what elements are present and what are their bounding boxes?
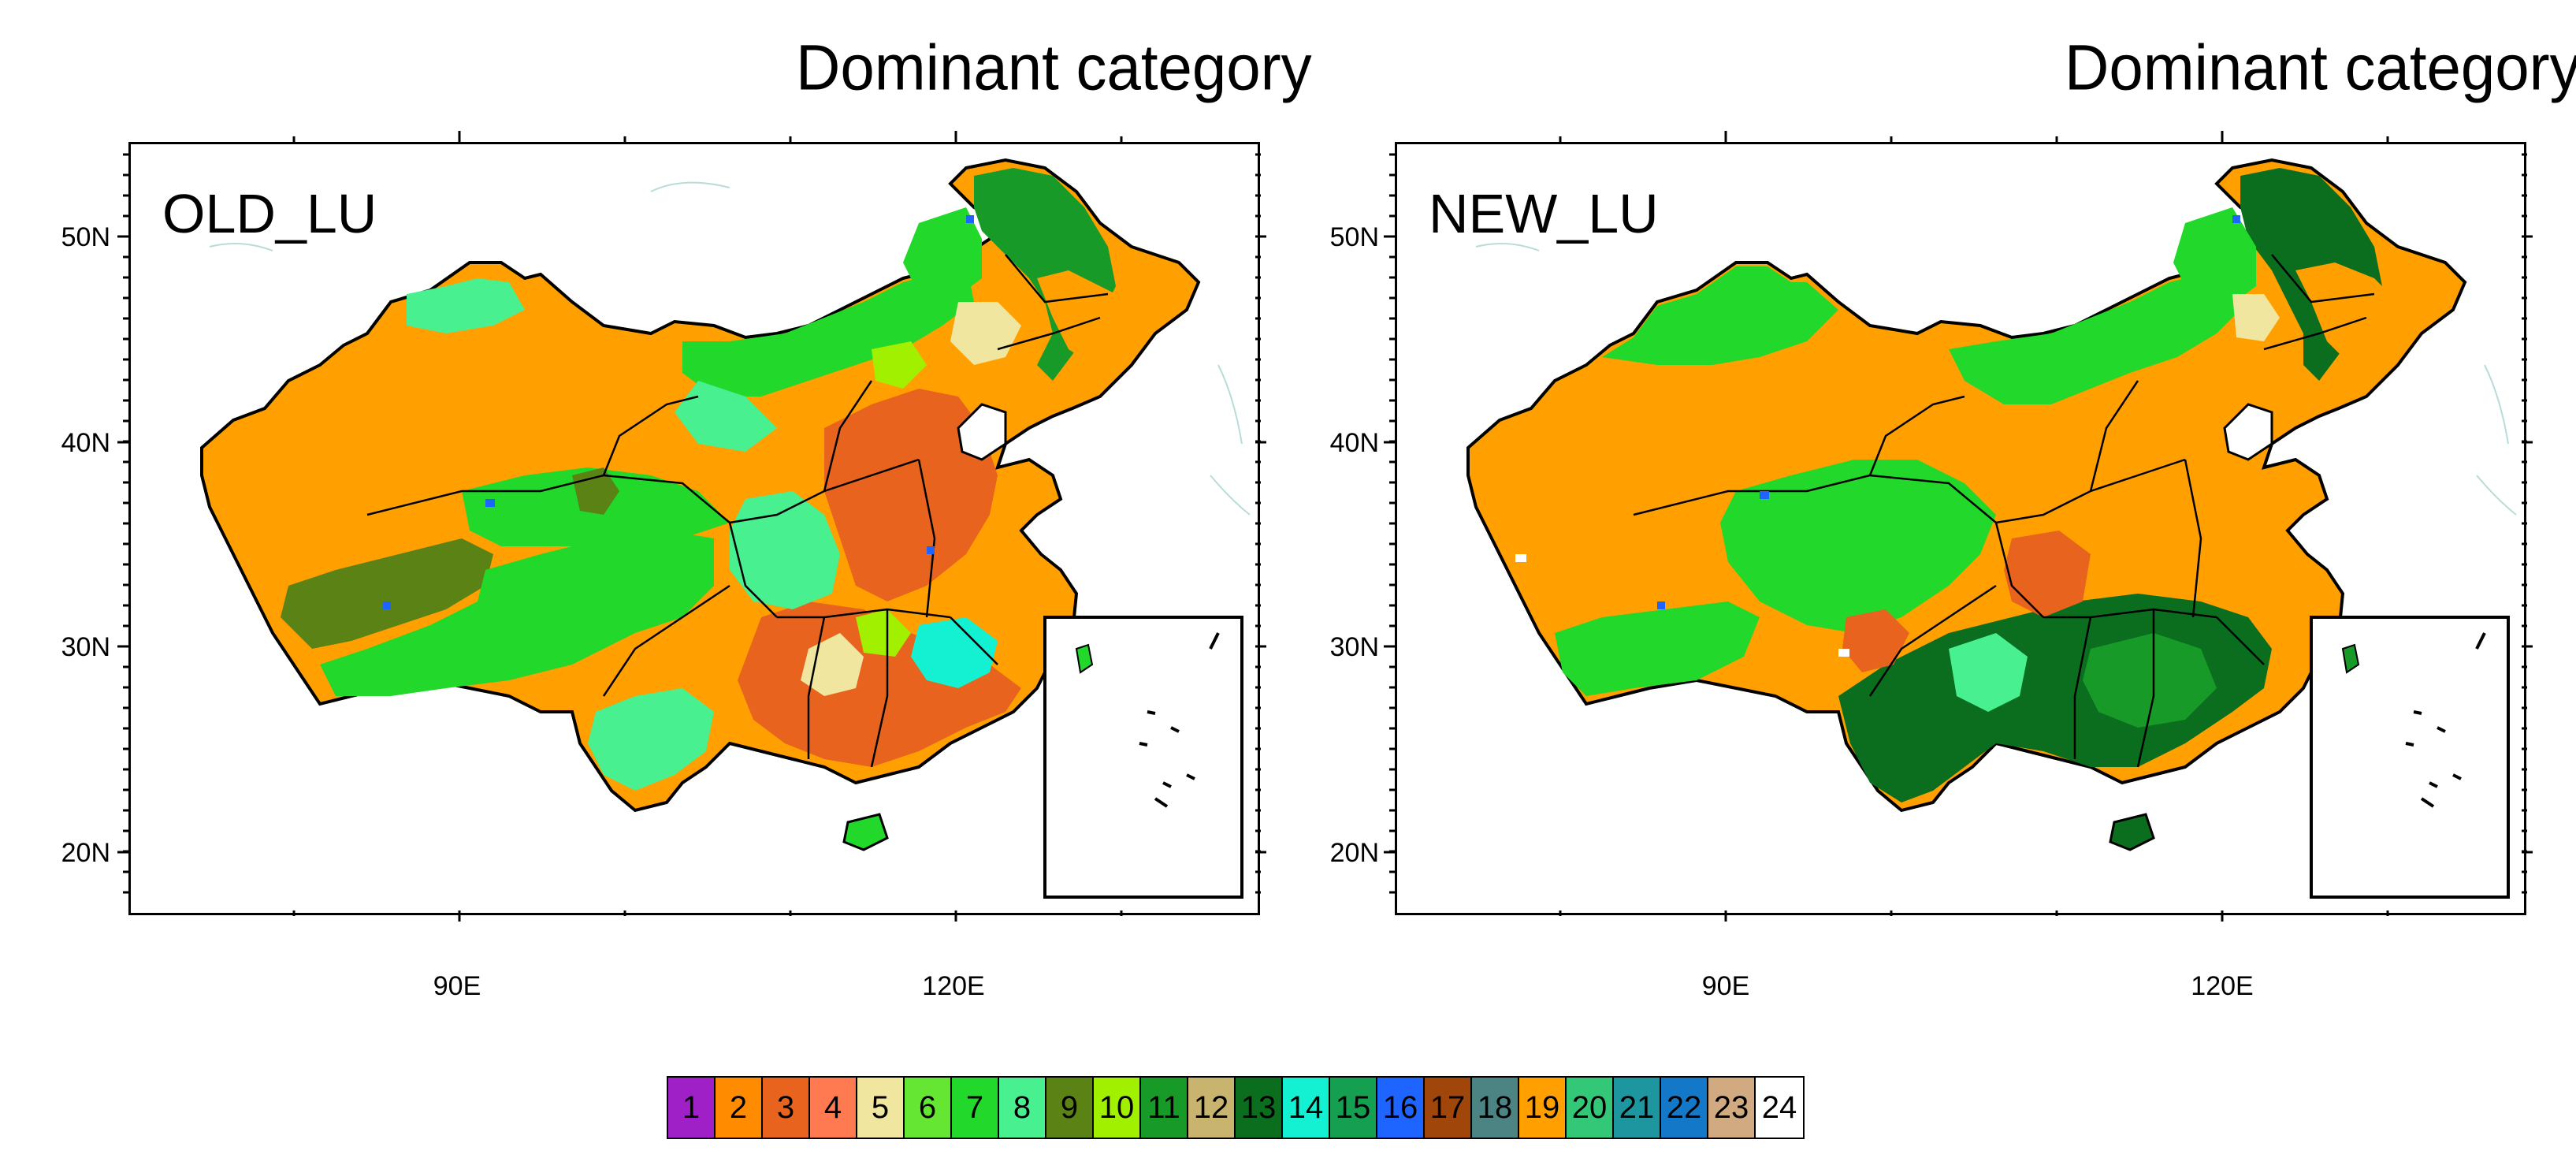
- right-inset-taiwan: [2341, 643, 2360, 674]
- left-lon-120e: 120E: [922, 971, 985, 1001]
- left-central-lightgreen: [730, 491, 840, 609]
- left-northeast-green: [903, 207, 982, 302]
- right-panel-title: Dominant category: [2065, 30, 2576, 104]
- left-map-frame: OLD_LU: [128, 142, 1260, 915]
- left-lat-40n: 40N: [61, 428, 110, 458]
- left-northeast-orange: [1037, 270, 1147, 365]
- right-lon-90e: 90E: [1701, 971, 1750, 1001]
- right-water-dot-1: [1760, 491, 1769, 499]
- legend-swatch-19: 19: [1519, 1078, 1567, 1138]
- left-province-lines: [366, 254, 1109, 768]
- category-colorbar: 1 2 3 4 5 6 7 8 9 10 11 12 13 14 15 16 17 18 19 20 21 22 23 24: [667, 1076, 1805, 1139]
- right-east-orange: [2091, 397, 2264, 586]
- right-panel-label: NEW_LU: [1429, 183, 1659, 244]
- legend-swatch-21: 21: [1614, 1078, 1661, 1138]
- left-inset-islands: [1139, 632, 1220, 808]
- legend-swatch-22: 22: [1661, 1078, 1708, 1138]
- right-hainan: [2109, 813, 2155, 851]
- right-tibet-green: [1555, 601, 1760, 696]
- right-northeast-orange: [2295, 263, 2406, 365]
- legend-swatch-8: 8: [999, 1078, 1046, 1138]
- right-coast-hint-japan: [2476, 364, 2517, 516]
- right-inset-islands: [2405, 632, 2486, 808]
- right-central-darkorange: [2004, 531, 2091, 617]
- right-lat-30n: 30N: [1329, 632, 1379, 662]
- legend-swatch-13: 13: [1236, 1078, 1283, 1138]
- right-map-frame: NEW_LU: [1395, 142, 2526, 915]
- left-southeast-cyan: [911, 617, 998, 688]
- right-map: [1466, 158, 2517, 899]
- left-inner-mongolia: [682, 263, 974, 397]
- left-panel-label: OLD_LU: [162, 183, 377, 244]
- legend-swatch-15: 15: [1330, 1078, 1377, 1138]
- legend-swatch-3: 3: [763, 1078, 810, 1138]
- left-coast-hint-west: [209, 243, 273, 251]
- left-northeast-tan: [950, 302, 1021, 365]
- right-lat-50n: 50N: [1329, 222, 1379, 252]
- left-tibet-olive: [281, 538, 493, 649]
- left-yunnan-lightgreen: [588, 688, 714, 791]
- left-map: [200, 158, 1251, 899]
- left-mongolia-lightgreen: [675, 381, 777, 452]
- right-northwest-green: [1602, 266, 1838, 365]
- right-lat-40n: 40N: [1329, 428, 1379, 458]
- right-tan-patch: [2232, 294, 2280, 341]
- legend-swatch-20: 20: [1567, 1078, 1614, 1138]
- legend-swatch-11: 11: [1141, 1078, 1188, 1138]
- right-lat-20n: 20N: [1329, 838, 1379, 868]
- left-tibet-green: [320, 531, 714, 696]
- left-lat-50n: 50N: [61, 222, 110, 252]
- legend-swatch-24: 24: [1756, 1078, 1803, 1138]
- legend-swatch-10: 10: [1094, 1078, 1141, 1138]
- legend-swatch-12: 12: [1188, 1078, 1236, 1138]
- left-coast-hint-northwest: [650, 181, 730, 192]
- right-inner-mongolia: [1949, 263, 2248, 404]
- left-lime-patch-north: [872, 341, 927, 389]
- right-qinghai-green: [1720, 460, 1996, 633]
- right-northeast-green: [2173, 207, 2256, 310]
- legend-swatch-23: 23: [1708, 1078, 1756, 1138]
- right-south-lightgreen: [1949, 633, 2028, 712]
- legend-swatch-18: 18: [1472, 1078, 1519, 1138]
- right-southwest-darkorange: [1842, 609, 1909, 672]
- left-water-dot-4: [966, 215, 974, 223]
- legend-swatch-7: 7: [952, 1078, 999, 1138]
- left-hainan: [842, 813, 889, 851]
- right-bohai-sea: [2223, 403, 2273, 461]
- legend-swatch-6: 6: [905, 1078, 952, 1138]
- right-south-forest: [2083, 633, 2217, 728]
- left-bohai-sea: [957, 403, 1007, 461]
- right-water-dot-2: [1657, 601, 1665, 609]
- left-inset-frame: [1043, 616, 1243, 899]
- right-lon-120e: 120E: [2191, 971, 2254, 1001]
- right-water-dot-3: [2232, 215, 2240, 223]
- legend-swatch-16: 16: [1377, 1078, 1425, 1138]
- left-panel-title: Dominant category: [796, 30, 1312, 104]
- left-northwest-lightgreen: [407, 278, 525, 333]
- left-east-darkorange: [824, 389, 998, 601]
- left-water-dot-3: [927, 546, 935, 554]
- right-white-dot-1: [1515, 554, 1526, 562]
- right-province-lines: [1633, 254, 2375, 768]
- legend-swatch-2: 2: [716, 1078, 763, 1138]
- left-lime-patch: [856, 609, 911, 657]
- left-lon-90e: 90E: [433, 971, 481, 1001]
- left-water-dot-2: [383, 601, 391, 609]
- left-lat-30n: 30N: [61, 632, 110, 662]
- legend-swatch-4: 4: [810, 1078, 857, 1138]
- left-lat-20n: 20N: [61, 838, 110, 868]
- right-coast-hint-west: [1475, 243, 1540, 251]
- legend-swatch-9: 9: [1046, 1078, 1094, 1138]
- legend-swatch-14: 14: [1283, 1078, 1330, 1138]
- left-inset-taiwan: [1075, 643, 1094, 674]
- right-white-dot-2: [1838, 649, 1849, 657]
- left-central-tan: [801, 633, 864, 696]
- left-water-dot-1: [485, 499, 495, 507]
- legend-swatch-17: 17: [1425, 1078, 1472, 1138]
- right-inset-frame: [2310, 616, 2510, 899]
- legend-swatch-5: 5: [857, 1078, 905, 1138]
- left-coast-hint-japan: [1210, 364, 1251, 516]
- legend-swatch-1: 1: [668, 1078, 716, 1138]
